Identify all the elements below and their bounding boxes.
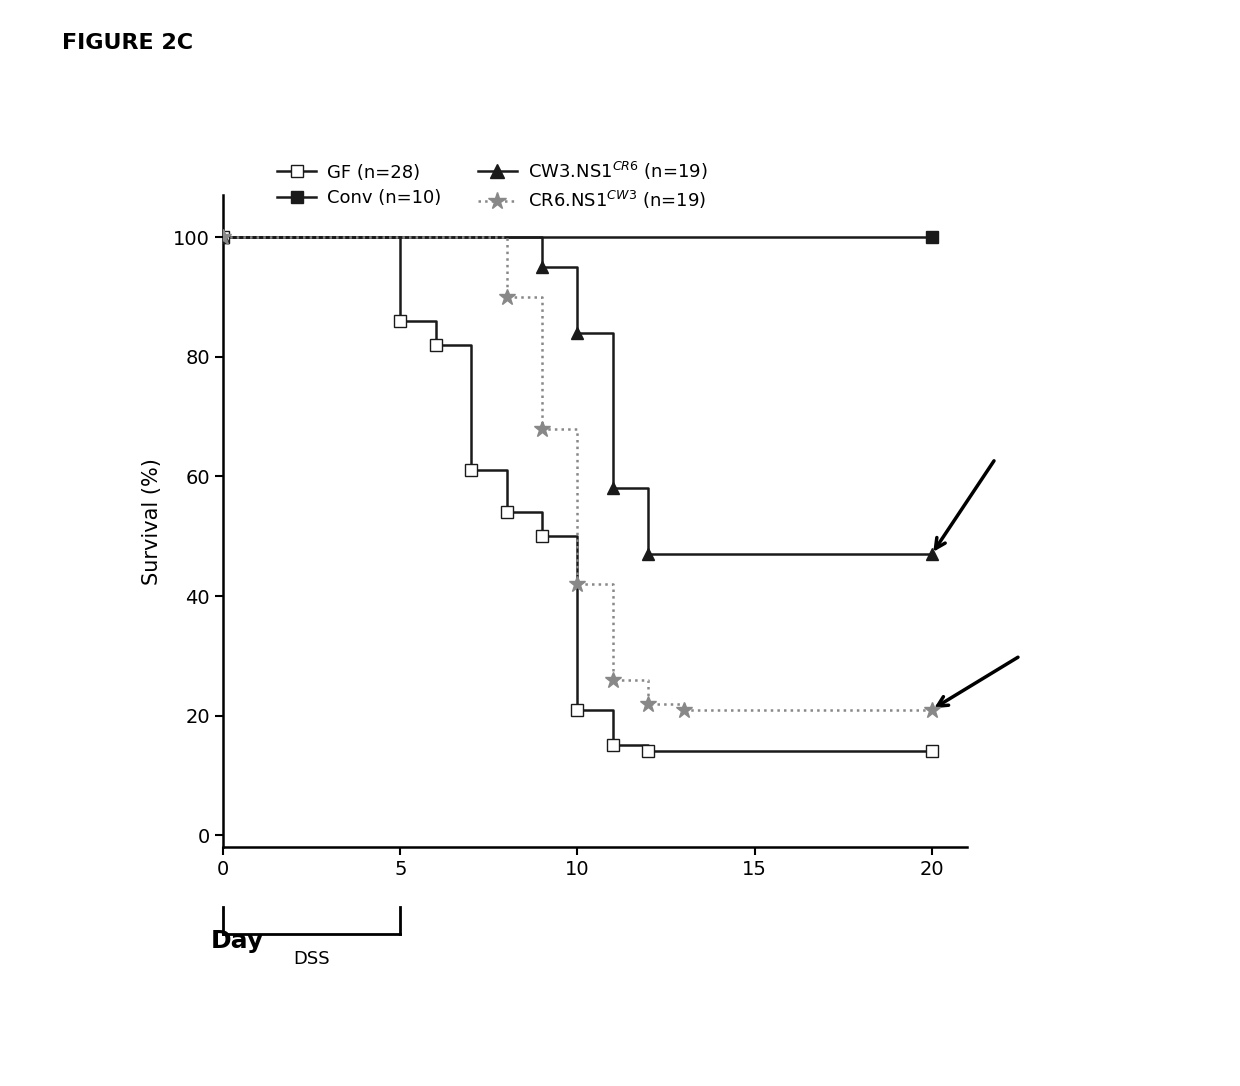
Text: Day: Day bbox=[211, 929, 264, 952]
Text: DSS: DSS bbox=[294, 950, 330, 969]
Text: FIGURE 2C: FIGURE 2C bbox=[62, 33, 193, 52]
Y-axis label: Survival (%): Survival (%) bbox=[143, 458, 162, 584]
Legend: GF (n=28), Conv (n=10), CW3.NS1$^{CR6}$ (n=19), CR6.NS1$^{CW3}$ (n=19): GF (n=28), Conv (n=10), CW3.NS1$^{CR6}$ … bbox=[269, 152, 715, 218]
